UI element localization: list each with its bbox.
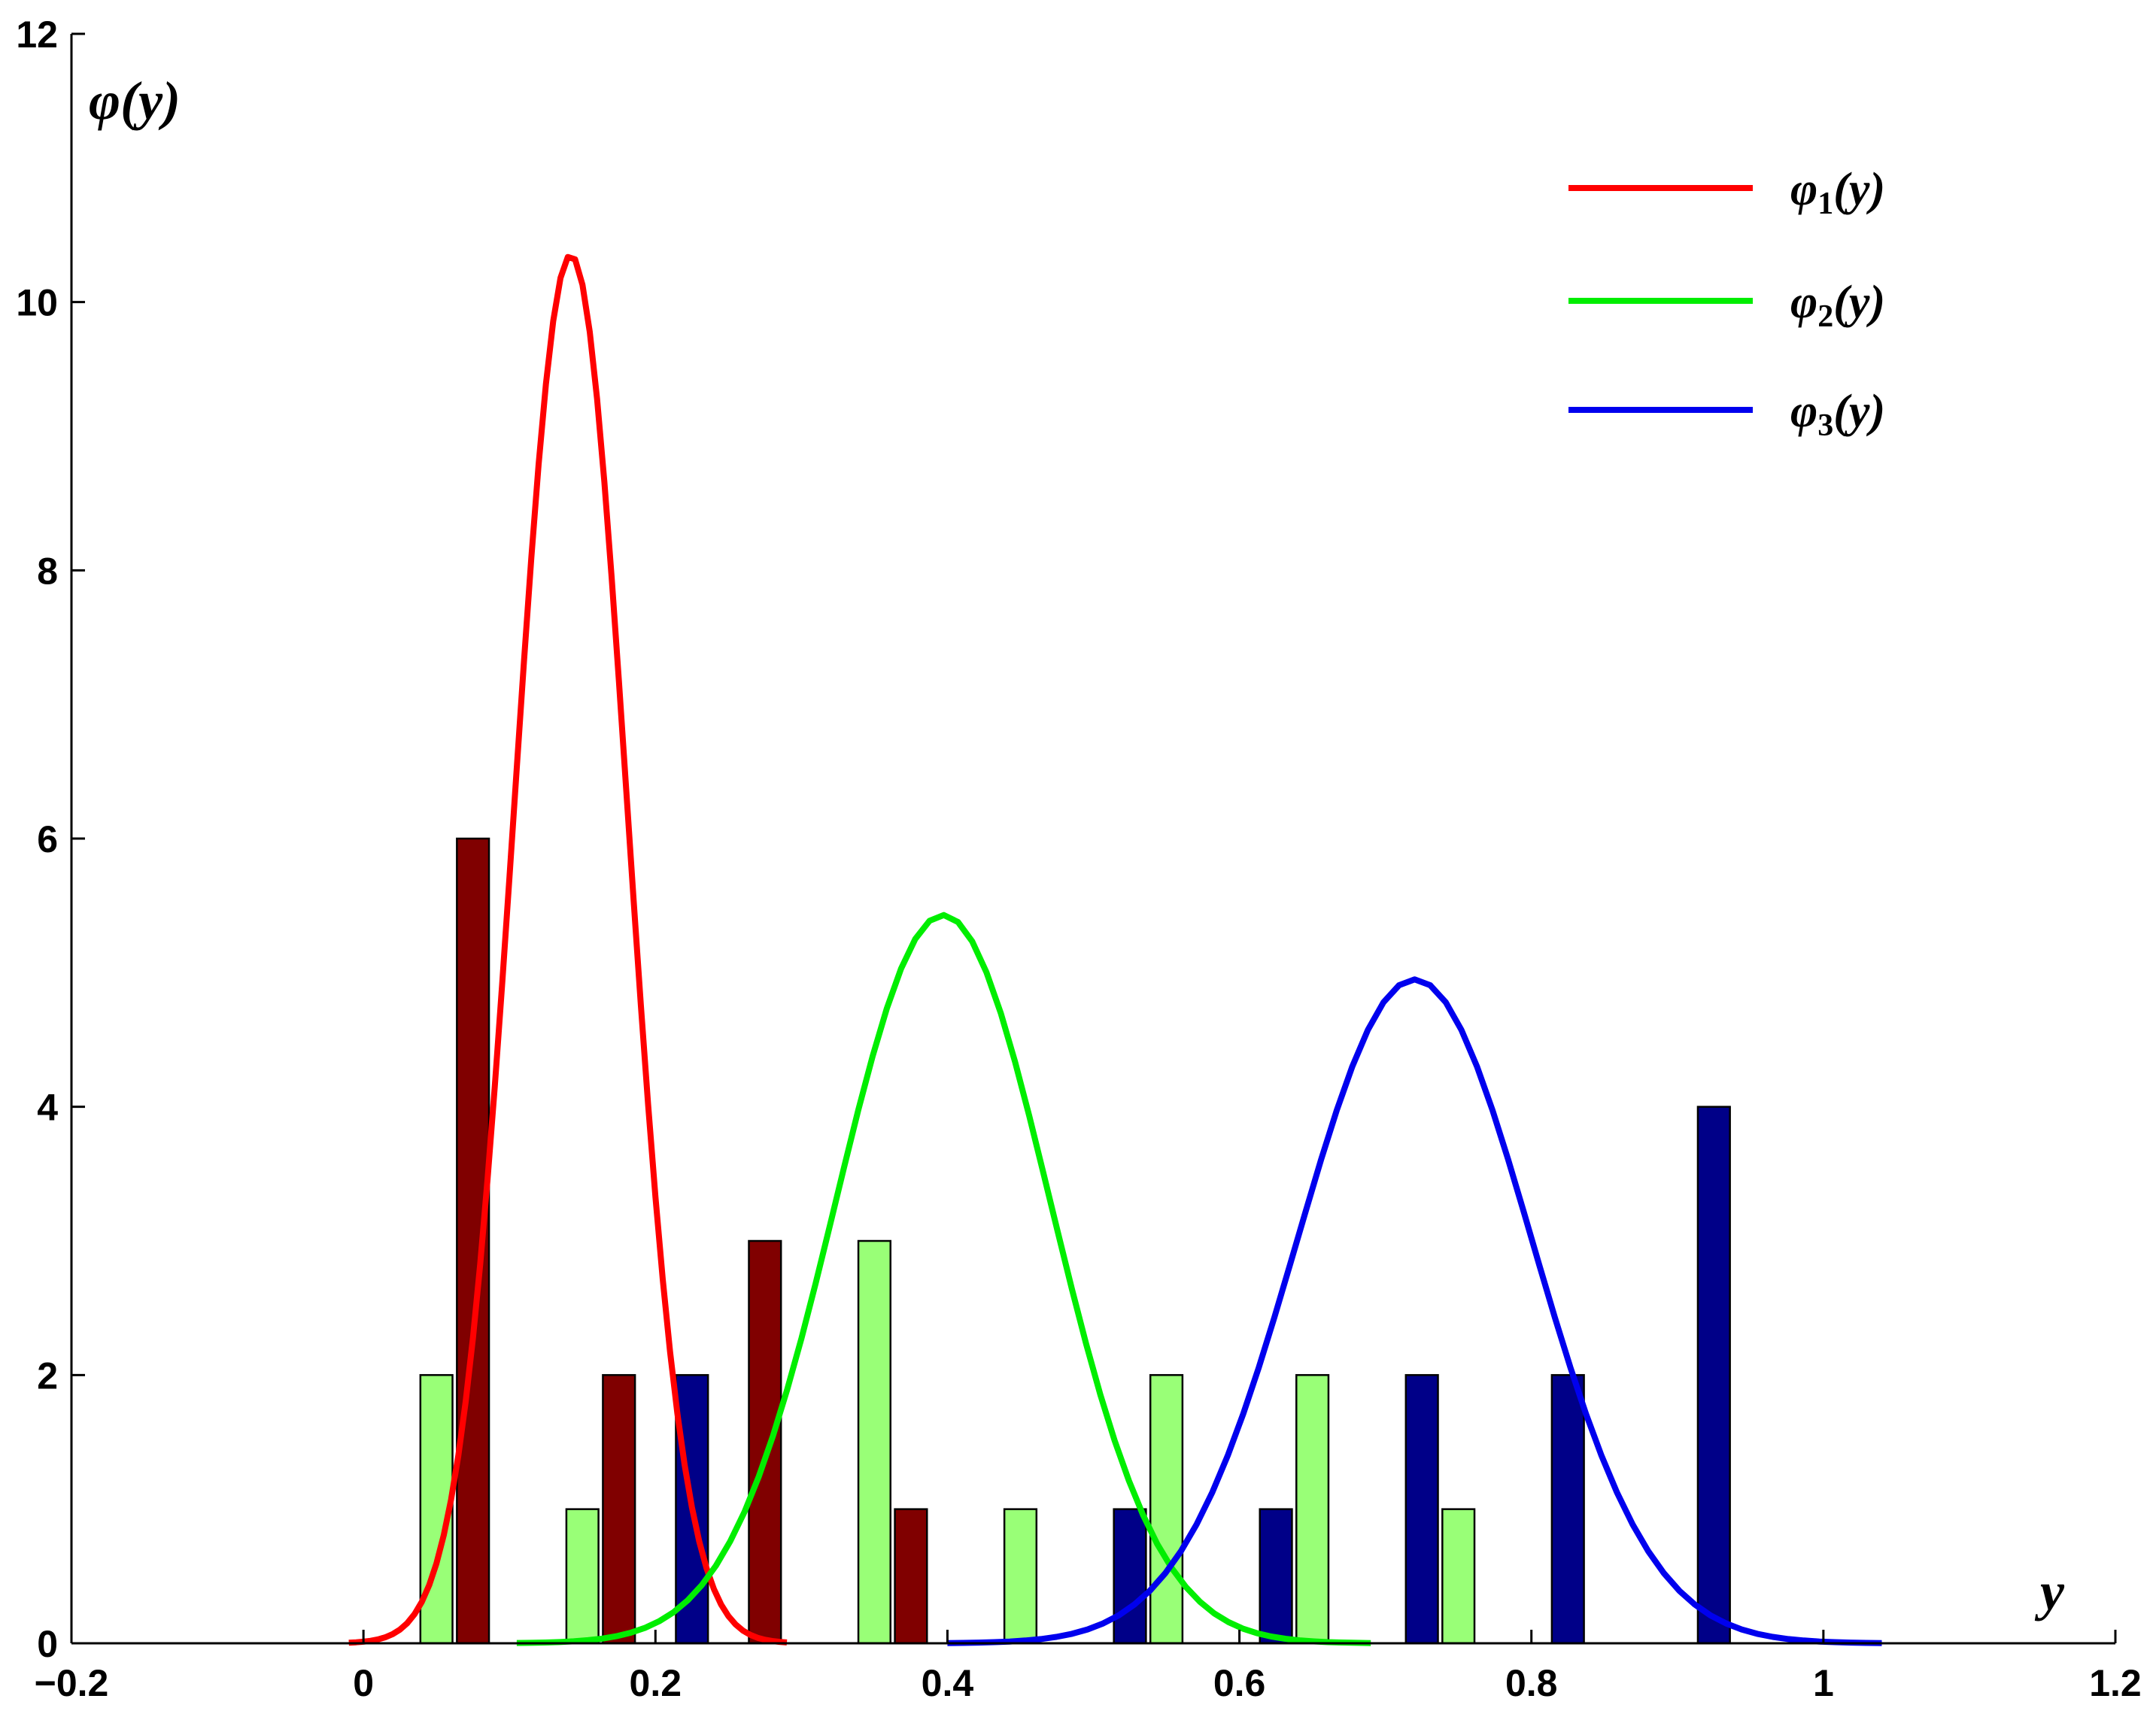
curve-phi2 — [516, 912, 1371, 1646]
legend-label-phi2: φ2(y) — [1790, 277, 1885, 334]
bar-s3-2 — [1113, 1508, 1147, 1645]
x-tick-label: −0.2 — [35, 1662, 109, 1704]
bar-s3-3 — [1259, 1508, 1293, 1645]
bar-s3-4 — [1404, 1374, 1439, 1645]
bar-s2-4 — [894, 1508, 928, 1645]
x-tick-label: 0.6 — [1213, 1662, 1266, 1704]
x-tick-label: 0.4 — [922, 1662, 974, 1704]
bar-s3-5 — [1550, 1374, 1585, 1645]
labels-layer: φ(y) y — [89, 71, 2065, 1621]
bar-s1-3 — [857, 1239, 891, 1645]
curve-phi3 — [947, 976, 1882, 1646]
y-axis-label: φ(y) — [89, 71, 181, 131]
x-axis-label: y — [2034, 1561, 2065, 1621]
y-tick-label: 12 — [16, 14, 58, 56]
x-tick-label: 0.2 — [630, 1662, 682, 1704]
bar-s1-6 — [1295, 1374, 1330, 1645]
y-tick-label: 10 — [16, 282, 58, 324]
bar-s1-4 — [1003, 1508, 1038, 1645]
x-tick-label: 0.8 — [1505, 1662, 1558, 1704]
bar-s1-5 — [1149, 1374, 1184, 1645]
x-tick-label: 1.2 — [2089, 1662, 2142, 1704]
bar-s1-2 — [565, 1508, 600, 1645]
y-tick-label: 4 — [37, 1087, 58, 1129]
legend-label-phi3: φ3(y) — [1790, 386, 1885, 443]
bars-layer — [419, 837, 1731, 1645]
y-tick-label: 8 — [37, 550, 58, 592]
y-tick-label: 0 — [37, 1623, 58, 1665]
bar-s2-2 — [602, 1374, 636, 1645]
bar-s2-3 — [748, 1239, 782, 1645]
x-tick-label: 0 — [353, 1662, 374, 1704]
y-tick-label: 6 — [37, 818, 58, 860]
legend-label-phi1: φ1(y) — [1790, 164, 1885, 221]
x-tick-label: 1 — [1813, 1662, 1834, 1704]
legend: φ1(y) φ2(y) φ3(y) — [1568, 164, 1885, 443]
bar-s1-7 — [1441, 1508, 1476, 1645]
curve-phi1 — [348, 253, 788, 1646]
curves-layer — [348, 253, 1882, 1646]
bar-s3-6 — [1696, 1106, 1731, 1645]
y-tick-label: 2 — [37, 1354, 58, 1397]
